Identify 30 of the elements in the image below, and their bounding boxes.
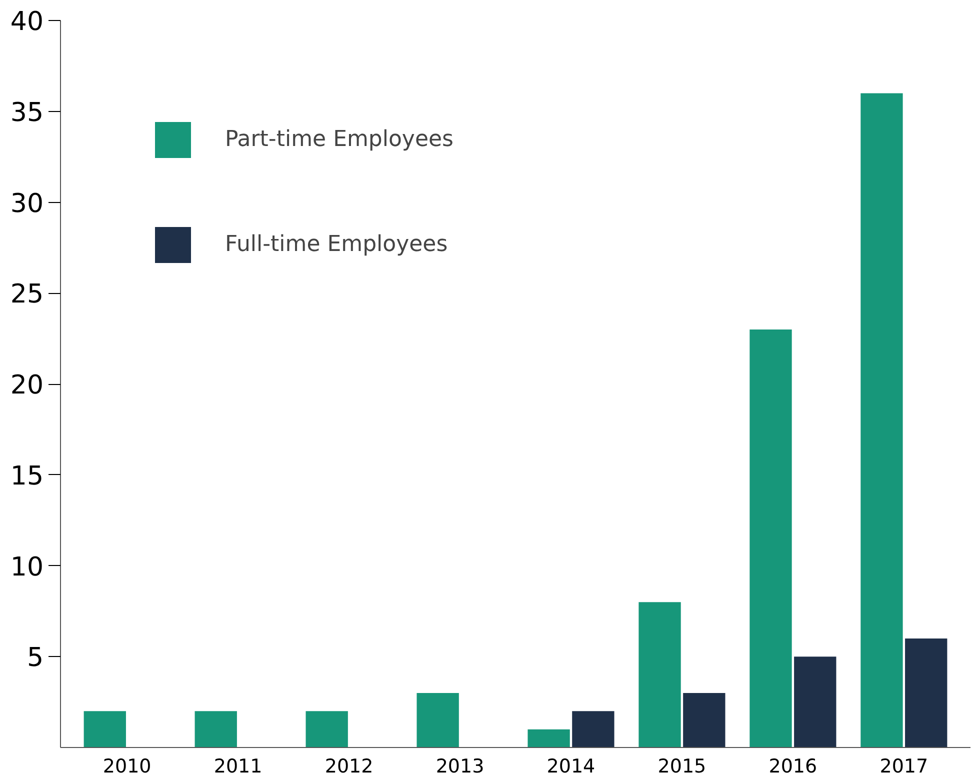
bar <box>416 692 459 748</box>
x-tick-label: 2016 <box>768 756 818 778</box>
legend-label: Part-time Employees <box>225 126 454 154</box>
bar <box>683 692 726 748</box>
x-tick-label: 2011 <box>214 756 262 778</box>
x-tick-label: 2013 <box>436 756 484 778</box>
bar <box>306 711 348 748</box>
bar <box>860 93 903 748</box>
x-tick-label: 2010 <box>102 756 152 778</box>
y-tick-label: 15 <box>10 461 44 492</box>
bar <box>528 729 570 748</box>
y-tick-label: 35 <box>10 98 44 128</box>
bar <box>84 711 126 748</box>
bar <box>905 638 948 748</box>
x-tick-label: 2012 <box>324 756 374 778</box>
bar <box>750 329 792 748</box>
y-tick-label: 30 <box>10 188 44 219</box>
y-tick-label: 20 <box>10 370 44 400</box>
x-tick-label: 2015 <box>658 756 706 778</box>
bar <box>572 711 614 748</box>
y-tick-label: 40 <box>10 7 44 37</box>
bar <box>194 711 237 748</box>
y-tick-label: 5 <box>26 643 44 674</box>
legend-label: Full-time Employees <box>225 231 448 259</box>
bar <box>794 656 836 748</box>
bar <box>638 602 681 748</box>
y-tick-label: 25 <box>10 280 44 310</box>
x-tick-label: 2014 <box>546 756 596 778</box>
x-tick-label: 2017 <box>880 756 928 778</box>
y-tick-label: 10 <box>10 552 44 582</box>
